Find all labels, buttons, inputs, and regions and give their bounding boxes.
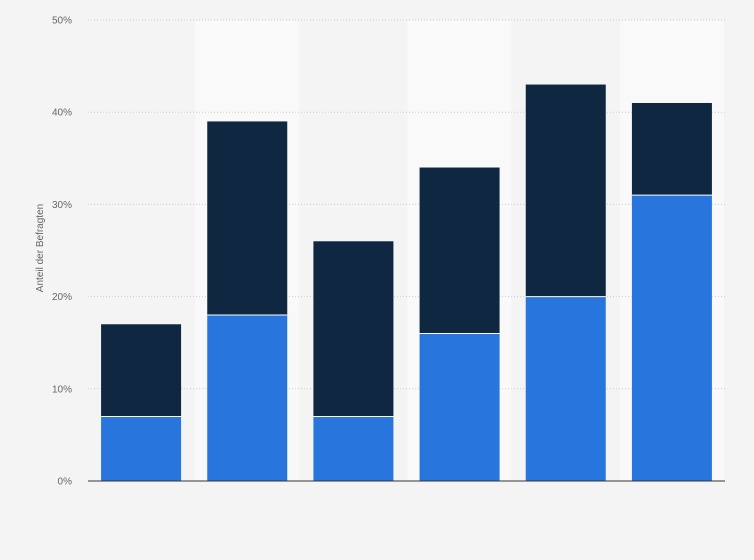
y-tick-label: 30% xyxy=(52,200,72,211)
bar-segment-series-2[interactable] xyxy=(631,102,712,196)
bar-segment-series-1[interactable] xyxy=(419,333,500,481)
bars xyxy=(101,84,712,481)
bar-segment-series-2[interactable] xyxy=(313,241,394,417)
y-tick-label: 10% xyxy=(52,384,72,395)
y-tick-label: 0% xyxy=(58,477,73,488)
bar-segment-series-2[interactable] xyxy=(419,167,500,334)
bar-segment-series-1[interactable] xyxy=(525,296,606,481)
y-tick-label: 50% xyxy=(52,16,72,27)
bar-segment-series-2[interactable] xyxy=(525,84,606,297)
y-tick-label: 20% xyxy=(52,292,72,303)
y-gridlines xyxy=(88,19,725,390)
bar-segment-series-1[interactable] xyxy=(313,416,394,481)
bar-segment-series-1[interactable] xyxy=(631,195,712,481)
y-tick-label: 40% xyxy=(52,108,72,119)
bar-segment-series-1[interactable] xyxy=(207,315,288,481)
bar-segment-series-2[interactable] xyxy=(207,121,288,316)
y-axis-title: Anteil der Befragten xyxy=(35,204,46,292)
bar-segment-series-1[interactable] xyxy=(101,416,182,481)
y-tick-labels: 0% 10% 20% 30% 40% 50% xyxy=(52,16,72,488)
bar-segment-series-2[interactable] xyxy=(101,324,182,417)
